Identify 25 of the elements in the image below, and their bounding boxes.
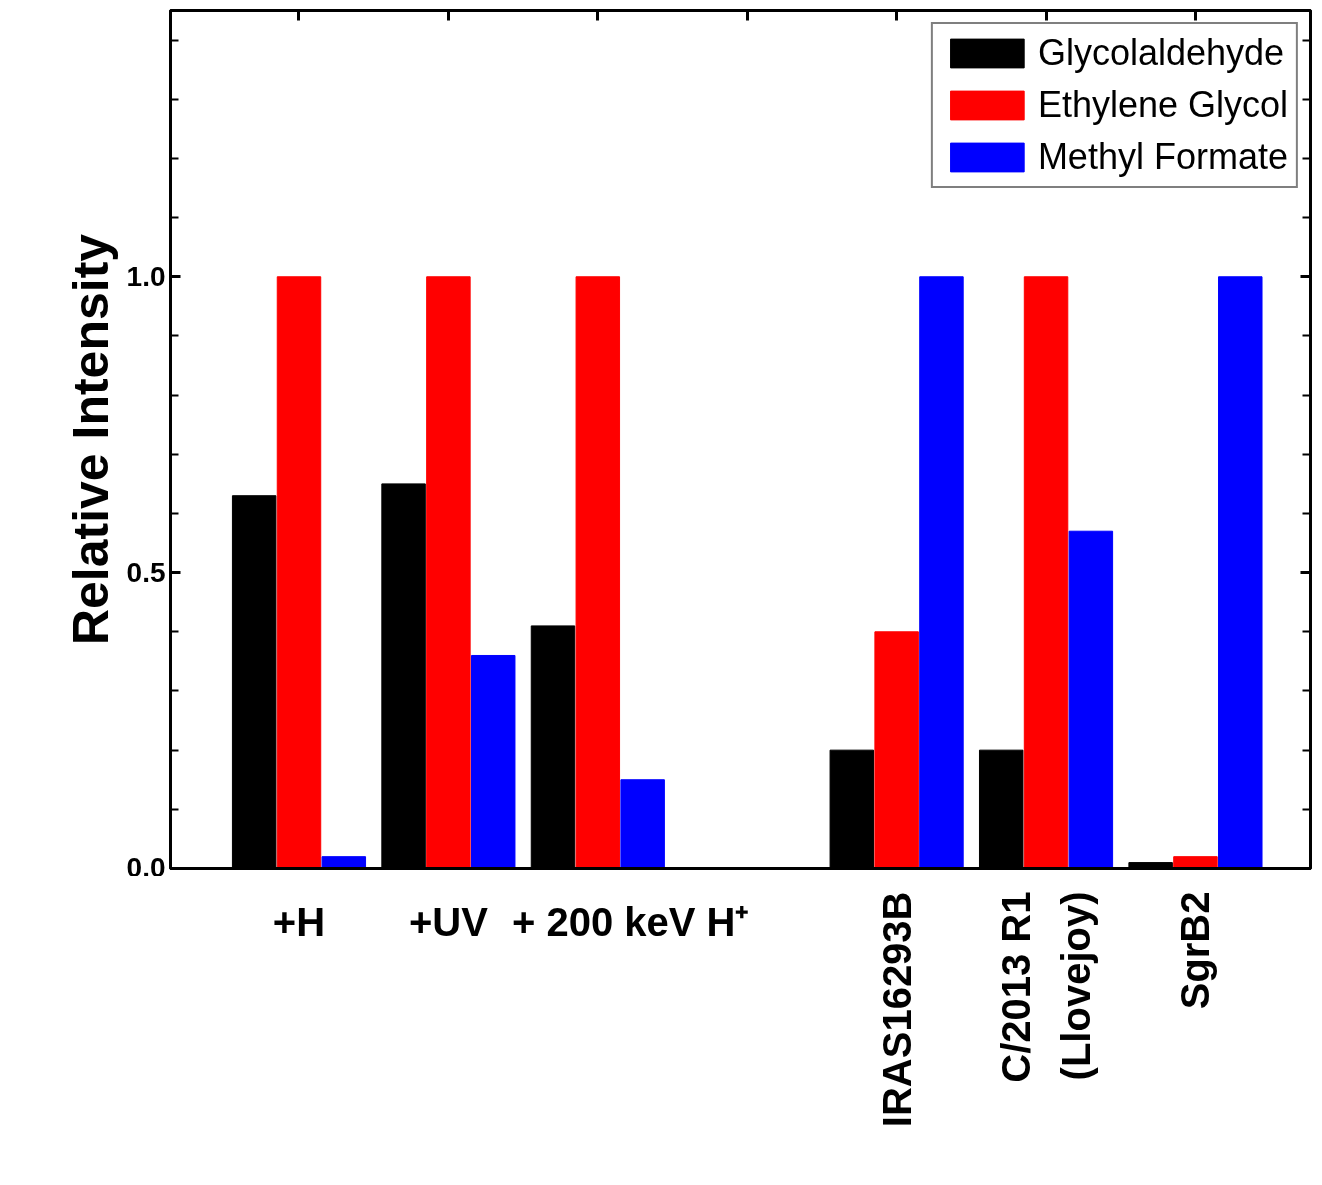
bar [1218, 276, 1263, 869]
bar [919, 276, 964, 869]
bar [426, 276, 471, 869]
bar [321, 856, 367, 869]
y-tick-label: 0.0 [126, 851, 166, 883]
bar [620, 779, 665, 869]
bar [874, 631, 919, 869]
bar [1173, 856, 1218, 869]
bar [276, 276, 322, 869]
legend-label: Glycolaldehyde [1037, 32, 1285, 74]
x-tick-label: +H [272, 899, 326, 944]
x-tick-label: +UV [408, 899, 489, 944]
legend-label: Ethylene Glycol [1037, 84, 1288, 126]
y-tick-label: 1.0 [126, 261, 166, 293]
x-tick-label: + 200 keV H⁺ [511, 899, 750, 944]
x-tick-label: SgrB2 [1173, 891, 1218, 1010]
y-axis-title: Relative Intensity [62, 233, 119, 646]
y-tick-label: 0.5 [126, 557, 166, 589]
x-tick-label: C/2013 R1 (Llovejoy) [994, 891, 1098, 1083]
x-tick-label: IRAS16293B [874, 891, 919, 1128]
legend-label: Methyl Formate [1037, 136, 1288, 178]
bar [470, 654, 516, 869]
bar [1068, 530, 1114, 869]
bar [575, 276, 621, 869]
bar [1023, 276, 1069, 869]
